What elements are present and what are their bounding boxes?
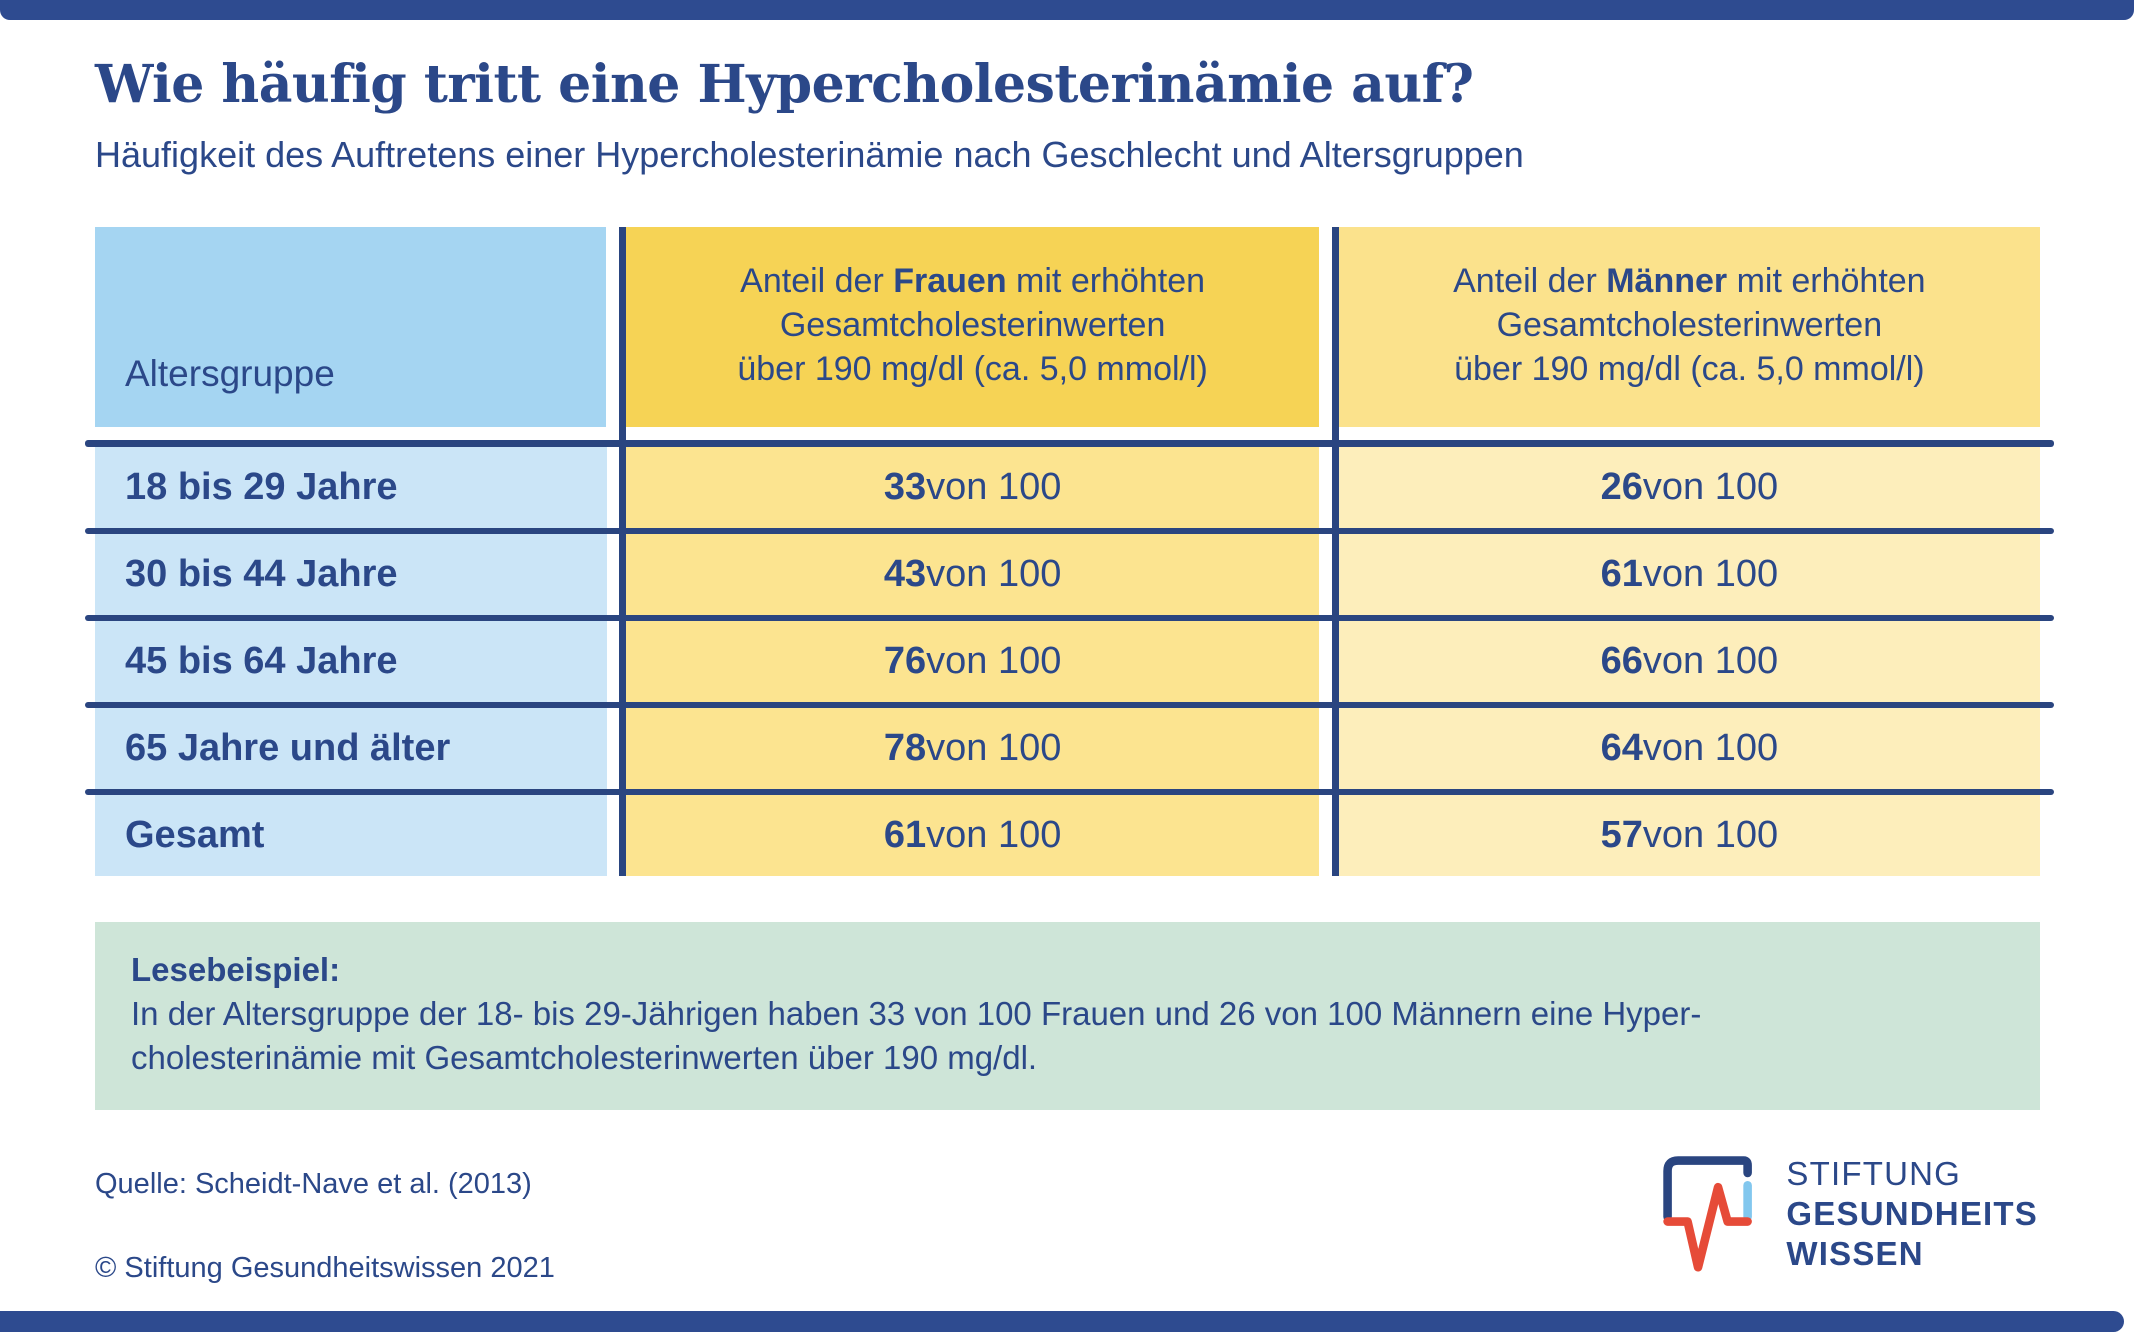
value-suffix: von 100 [926,640,1062,683]
column-gutter [607,534,620,615]
men-header-line3: über 190 mg/dl (ca. 5,0 mmol/l) [1454,350,1925,389]
men-value-cell: 64 von 100 [1331,708,2040,790]
value-suffix: von 100 [926,727,1062,770]
men-value-cell: 26 von 100 [1331,447,2040,529]
women-value: 76 [883,640,927,683]
age-cell: 30 bis 44 Jahre [95,534,607,616]
value-suffix: von 100 [1642,466,1779,509]
women-value-cell: 61 von 100 [619,795,1319,877]
column-gutter [1319,795,1332,876]
value-suffix: von 100 [1642,553,1779,596]
men-value-cell: 61 von 100 [1331,534,2040,616]
column-gutter [606,427,619,440]
logo-line-gesundheits: GESUNDHEITS [1786,1195,2038,1232]
header-body-gap [95,427,2040,441]
column-gutter [1319,227,1332,427]
men-header-bold: Männer [1606,262,1728,301]
men-value: 66 [1600,640,1643,683]
infographic-content: Wie häufig tritt eine Hypercholesterinäm… [85,0,2054,1111]
women-header-line1: Anteil der Frauen mit erhöhten [740,259,1205,303]
men-value: 64 [1600,727,1643,770]
value-suffix: von 100 [1642,640,1779,683]
age-cell: 18 bis 29 Jahre [95,447,607,529]
value-suffix: von 100 [1642,727,1779,770]
women-header-suffix: mit erhöhten [1006,262,1206,301]
men-header-line1: Anteil der Männer mit erhöhten [1453,259,1925,303]
women-value: 33 [883,466,927,509]
header-separator-line [85,440,2054,448]
men-header-suffix: mit erhöhten [1727,262,1926,301]
age-header-label: Altersgruppe [125,353,335,395]
women-value: 61 [883,814,927,857]
women-value-cell: 43 von 100 [619,534,1319,616]
column-header-men: Anteil der Männer mit erhöhten Gesamtcho… [1331,227,2040,428]
gap-cell [1331,427,2040,441]
table-row: 30 bis 44 Jahre 43 von 100 61 von 100 [95,534,2040,616]
women-value-cell: 76 von 100 [619,621,1319,703]
frequency-table: Altersgruppe Anteil der Frauen mit erhöh… [85,227,2054,877]
logo-wordmark: STIFTUNG GESUNDHEITS WISSEN [1786,1148,2038,1274]
table-row: 45 bis 64 Jahre 76 von 100 66 von 100 [95,621,2040,703]
bottom-accent-bar [0,1311,2124,1332]
column-gutter [1319,447,1332,528]
example-text-line2: cholesterinämie mit Gesamtcholesterinwer… [131,1039,1038,1077]
row-separator-line [85,789,2054,796]
page-title: Wie häufig tritt eine Hypercholesterinäm… [95,54,1474,115]
age-cell: 65 Jahre und älter [95,708,607,790]
column-header-women: Anteil der Frauen mit erhöhten Gesamtcho… [619,227,1319,428]
men-value: 57 [1600,814,1643,857]
value-suffix: von 100 [1642,814,1779,857]
age-cell: Gesamt [95,795,607,877]
value-suffix: von 100 [926,814,1062,857]
women-header-prefix: Anteil der [740,262,894,301]
logo-line-wissen: WISSEN [1786,1235,1924,1272]
source-note: Quelle: Scheidt-Nave et al. (2013) [95,1168,532,1200]
gap-cell [95,427,606,440]
organization-logo: STIFTUNG GESUNDHEITS WISSEN [1659,1148,2038,1276]
heartbeat-speech-bubble-icon [1663,1156,1753,1272]
column-gutter [606,227,619,427]
top-accent-bar [0,0,2134,20]
men-value: 26 [1600,466,1643,509]
women-header-bold: Frauen [893,262,1007,301]
column-gutter [1319,621,1332,702]
example-text-line1: In der Altersgruppe der 18- bis 29-Jähri… [131,995,1702,1033]
women-header-line3: über 190 mg/dl (ca. 5,0 mmol/l) [737,350,1208,389]
column-gutter [607,621,620,702]
row-separator-line [85,615,2054,622]
example-heading: Lesebeispiel: [131,951,341,989]
row-separator-line [85,702,2054,709]
table-row: Gesamt 61 von 100 57 von 100 [95,795,2040,877]
men-value-cell: 66 von 100 [1331,621,2040,703]
column-gutter [607,795,620,876]
copyright-note: © Stiftung Gesundheitswissen 2021 [95,1252,555,1284]
men-value: 61 [1600,553,1643,596]
logo-line-stiftung: STIFTUNG [1786,1155,1962,1192]
men-header-line2: Gesamtcholesterinwerten [1496,306,1883,345]
table-row: 65 Jahre und älter 78 von 100 64 von 100 [95,708,2040,790]
table-header-row: Altersgruppe Anteil der Frauen mit erhöh… [95,227,2040,428]
column-gutter [1319,427,1332,440]
row-separator-line [85,528,2054,535]
example-box: Lesebeispiel: In der Altersgruppe der 18… [95,922,2040,1111]
page-subtitle: Häufigkeit des Auftretens einer Hypercho… [95,134,1524,176]
age-cell: 45 bis 64 Jahre [95,621,607,703]
value-suffix: von 100 [926,466,1062,509]
women-value-cell: 78 von 100 [619,708,1319,790]
women-value: 78 [883,727,927,770]
column-gutter [1319,534,1332,615]
column-header-age: Altersgruppe [95,227,607,428]
gap-cell [619,427,1318,441]
men-header-prefix: Anteil der [1453,262,1607,301]
women-value-cell: 33 von 100 [619,447,1319,529]
column-gutter [607,447,620,528]
table-row: 18 bis 29 Jahre 33 von 100 26 von 100 [95,447,2040,529]
value-suffix: von 100 [926,553,1062,596]
women-header-line2: Gesamtcholesterinwerten [779,306,1166,345]
women-value: 43 [883,553,927,596]
column-gutter [1319,708,1332,789]
column-gutter [607,708,620,789]
men-value-cell: 57 von 100 [1331,795,2040,877]
